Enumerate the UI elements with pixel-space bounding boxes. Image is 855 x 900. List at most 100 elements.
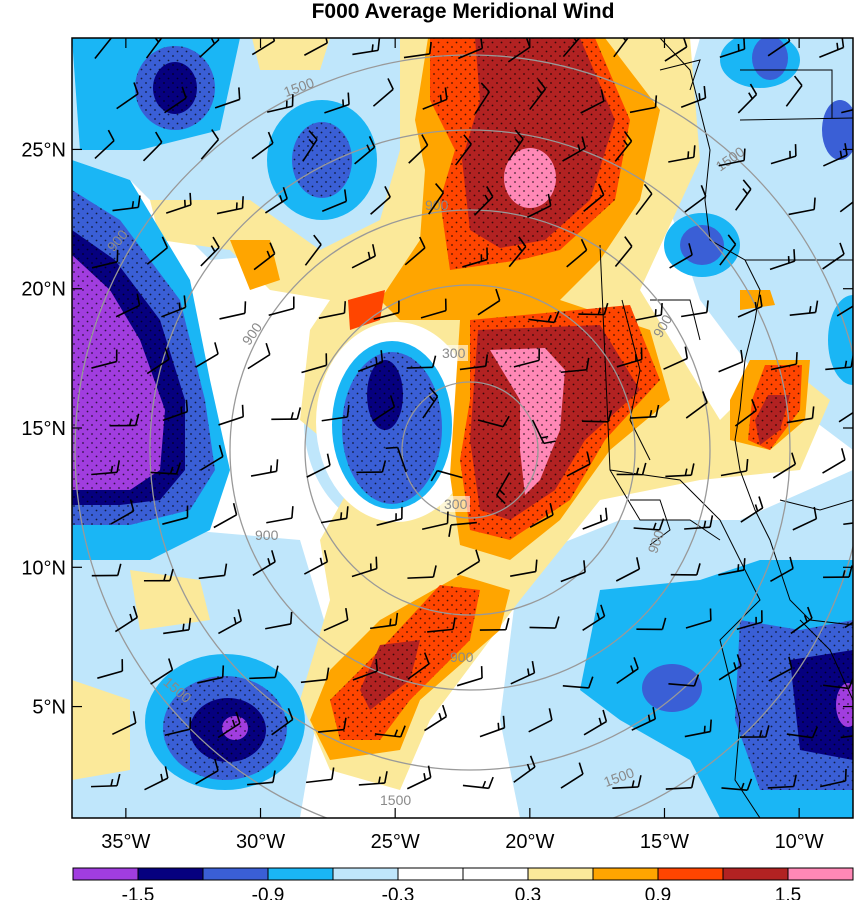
wind-barb (142, 131, 163, 162)
plot-area: 300 300 900 900 900 900 900 900 900 1500… (72, 38, 853, 818)
wind-barb (198, 563, 228, 580)
wind-barb (356, 460, 387, 474)
wind-barb (219, 301, 247, 320)
wind-barb (668, 145, 696, 163)
wind-barb (301, 353, 328, 374)
range-ring-5 (74, 54, 853, 818)
colorbar: -1.5 -0.9 -0.3 0.3 0.9 1.5 (72, 867, 854, 900)
wind-barb (321, 404, 350, 422)
wind-barb (428, 183, 445, 215)
wind-barb (351, 556, 378, 578)
wind-barb (510, 660, 536, 685)
wind-barb (635, 183, 653, 216)
wind-barb (91, 460, 121, 476)
wind-barb (739, 725, 770, 738)
wind-barb (407, 565, 437, 579)
wind-barb (562, 676, 594, 689)
wind-barb (264, 187, 288, 214)
x-tick-label: 35°W (101, 831, 150, 853)
wind-barb (373, 300, 400, 321)
wind-barb (669, 243, 693, 269)
wind-barb (819, 768, 847, 788)
wind-barb (112, 195, 141, 212)
ring-label-900-top: 900 (425, 197, 449, 213)
wind-barb (266, 506, 294, 524)
wind-barb (165, 192, 192, 214)
range-ring-inner (401, 381, 539, 519)
wind-barb (786, 406, 815, 424)
wind-barb (116, 82, 139, 110)
wind-barb (247, 342, 271, 370)
colorbar-label: -0.3 (382, 885, 415, 900)
wind-barb (420, 298, 447, 319)
wind-barb (408, 134, 429, 164)
wind-barb (354, 136, 376, 165)
wind-barb (785, 75, 803, 107)
y-axis: 25°N 20°N 15°N 10°N 5°N (21, 139, 853, 719)
wind-barb (529, 78, 547, 111)
wind-barb (94, 129, 115, 160)
ring-label-900-left: 900 (255, 527, 279, 543)
wind-barb (213, 503, 238, 529)
wind-barb (529, 616, 560, 629)
wind-barb (454, 134, 472, 166)
wind-barb (145, 38, 163, 59)
wind-barb (767, 774, 797, 789)
colorbar-label: -0.9 (252, 885, 285, 900)
range-rings (74, 54, 853, 818)
wind-barb (822, 448, 846, 474)
colorbar-swatch (657, 867, 724, 881)
wind-barb (580, 89, 605, 114)
range-ring-3 (229, 209, 711, 691)
wind-barb (684, 719, 712, 738)
wind-barb (772, 452, 797, 479)
wind-barb (582, 604, 606, 631)
wind-barb (456, 666, 483, 687)
wind-barb (630, 404, 660, 419)
y-tick-label: 20°N (21, 279, 66, 301)
wind-barb (427, 617, 456, 633)
wind-barb (271, 407, 302, 421)
wind-barb (770, 556, 794, 583)
colorbar-swatch (72, 867, 139, 881)
wind-barb (664, 38, 688, 62)
wind-barb (217, 711, 241, 739)
wind-barb (844, 621, 853, 629)
ring-label-1500-bottom: 1500 (380, 792, 411, 808)
wind-barb (684, 515, 714, 530)
wind-barb (841, 108, 853, 114)
wind-barb (407, 652, 430, 680)
wind-barb (266, 94, 294, 113)
y-tick-label: 5°N (32, 697, 66, 719)
wind-barb (305, 767, 335, 784)
wind-barb (769, 249, 796, 271)
wind-barb (300, 667, 330, 684)
colorbar-swatch (397, 867, 464, 881)
wind-barb (163, 617, 192, 635)
wind-barb (357, 350, 384, 373)
wind-barb (324, 92, 350, 114)
wind-barb (304, 234, 322, 266)
x-tick-label: 15°W (640, 831, 689, 853)
wind-barb (200, 129, 220, 160)
wind-barb (616, 657, 639, 685)
wind-barb (578, 302, 609, 316)
wind-barb (146, 236, 169, 265)
wind-barb (839, 201, 853, 213)
wind-barb (479, 715, 506, 738)
wind-barb (385, 446, 407, 473)
wind-barb (527, 193, 552, 218)
wind-barb (770, 352, 798, 371)
wind-barb (374, 725, 406, 738)
wind-barb (318, 717, 347, 733)
wind-barb (91, 249, 119, 269)
wind-barb (162, 399, 189, 422)
wind-barb (614, 236, 633, 268)
x-tick-label: 10°W (775, 831, 824, 853)
wind-barb (770, 144, 797, 165)
wind-barb (560, 560, 586, 583)
wind-barb (668, 674, 700, 687)
wind-barb (513, 755, 536, 783)
wind-barb (421, 511, 449, 531)
